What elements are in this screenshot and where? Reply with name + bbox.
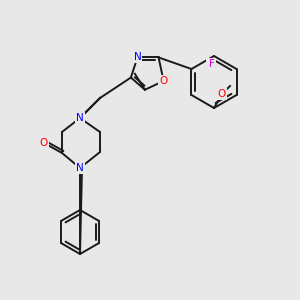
- Text: N: N: [76, 113, 84, 123]
- Text: F: F: [209, 59, 215, 69]
- Text: N: N: [134, 52, 141, 62]
- Text: N: N: [76, 163, 84, 173]
- Text: O: O: [40, 138, 48, 148]
- Text: O: O: [218, 89, 226, 99]
- Text: F: F: [207, 59, 213, 69]
- Text: O: O: [160, 76, 168, 86]
